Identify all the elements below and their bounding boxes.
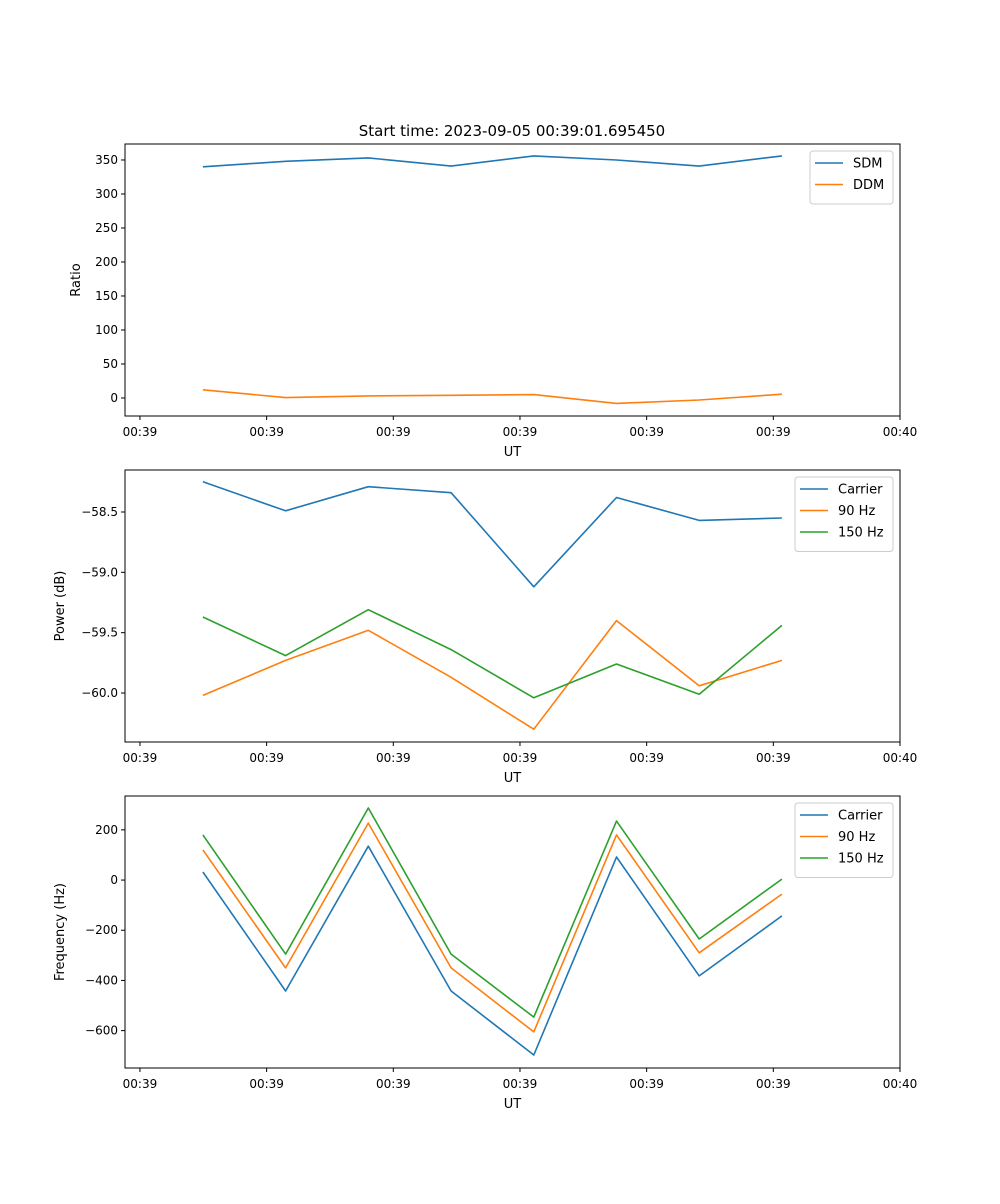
x-tick-label: 00:39 bbox=[249, 751, 284, 765]
y-tick-label: −400 bbox=[85, 973, 118, 987]
legend: Carrier 90 Hz 150 Hz bbox=[795, 803, 893, 878]
legend-label: DDM bbox=[853, 178, 884, 193]
series-line-90-hz bbox=[203, 621, 782, 730]
x-tick-label: 00:39 bbox=[123, 1077, 158, 1091]
series-line-150-hz bbox=[203, 610, 782, 698]
x-tick-label: 00:39 bbox=[249, 425, 284, 439]
legend: Carrier 90 Hz 150 Hz bbox=[795, 477, 893, 552]
series-line-150-hz bbox=[203, 808, 782, 1017]
x-tick-label: 00:39 bbox=[629, 1077, 664, 1091]
x-tick-label: 00:39 bbox=[376, 1077, 411, 1091]
legend-label: Carrier bbox=[838, 809, 883, 824]
axes-frame bbox=[125, 470, 900, 742]
legend-label: 90 Hz bbox=[838, 830, 875, 845]
x-tick-label: 00:40 bbox=[883, 425, 918, 439]
y-axis-label: Frequency (Hz) bbox=[53, 883, 68, 981]
y-tick-label: −600 bbox=[85, 1024, 118, 1038]
x-tick-label: 00:39 bbox=[503, 751, 538, 765]
x-tick-label: 00:39 bbox=[756, 425, 791, 439]
y-tick-label: −59.5 bbox=[81, 626, 118, 640]
x-tick-label: 00:40 bbox=[883, 1077, 918, 1091]
legend-label: 150 Hz bbox=[838, 526, 884, 541]
series-line-ddm bbox=[203, 390, 782, 404]
legend-label: SDM bbox=[853, 157, 882, 172]
x-tick-label: 00:39 bbox=[249, 1077, 284, 1091]
y-tick-label: 100 bbox=[95, 323, 118, 337]
x-tick-label: 00:39 bbox=[376, 425, 411, 439]
y-tick-label: 50 bbox=[103, 357, 118, 371]
x-axis-label: UT bbox=[504, 445, 522, 460]
x-tick-label: 00:39 bbox=[376, 751, 411, 765]
axes-frame bbox=[125, 796, 900, 1068]
series-line-carrier bbox=[203, 846, 782, 1055]
y-tick-label: 250 bbox=[95, 221, 118, 235]
axes-frame bbox=[125, 144, 900, 416]
y-tick-label: 200 bbox=[95, 823, 118, 837]
subplot-2: 00:39 00:39 00:39 00:39 00:39 00:39 00:40 −60.0… bbox=[53, 470, 917, 786]
y-tick-label: 300 bbox=[95, 187, 118, 201]
x-axis-label: UT bbox=[504, 771, 522, 786]
x-tick-label: 00:39 bbox=[756, 1077, 791, 1091]
x-tick-label: 00:39 bbox=[123, 751, 158, 765]
x-tick-label: 00:39 bbox=[756, 751, 791, 765]
x-tick-label: 00:39 bbox=[503, 425, 538, 439]
x-tick-label: 00:40 bbox=[883, 751, 918, 765]
figure-title: Start time: 2023-09-05 00:39:01.695450 bbox=[359, 122, 665, 140]
series-line-carrier bbox=[203, 482, 782, 587]
legend-label: 90 Hz bbox=[838, 504, 875, 519]
y-axis-label: Ratio bbox=[69, 263, 84, 296]
x-tick-label: 00:39 bbox=[503, 1077, 538, 1091]
legend-label: Carrier bbox=[838, 483, 883, 498]
y-tick-label: 0 bbox=[110, 391, 118, 405]
subplot-1: 00:39 00:39 00:39 00:39 00:39 00:39 00:40 0 50 10… bbox=[69, 144, 917, 460]
y-tick-label: 150 bbox=[95, 289, 118, 303]
y-tick-label: −58.5 bbox=[81, 505, 118, 519]
series-line-90-hz bbox=[203, 823, 782, 1032]
legend: SDM DDM bbox=[810, 151, 893, 204]
series-line-sdm bbox=[203, 156, 782, 167]
x-tick-label: 00:39 bbox=[629, 751, 664, 765]
x-tick-label: 00:39 bbox=[123, 425, 158, 439]
y-axis-label: Power (dB) bbox=[53, 571, 68, 642]
y-tick-label: −60.0 bbox=[81, 686, 118, 700]
y-tick-label: −59.0 bbox=[81, 565, 118, 579]
legend-label: 150 Hz bbox=[838, 852, 884, 867]
subplot-3: 00:39 00:39 00:39 00:39 00:39 00:39 00:40 −600 −… bbox=[53, 796, 917, 1112]
y-tick-label: 350 bbox=[95, 153, 118, 167]
x-tick-label: 00:39 bbox=[629, 425, 664, 439]
y-tick-label: −200 bbox=[85, 923, 118, 937]
x-axis-label: UT bbox=[504, 1097, 522, 1112]
y-tick-label: 200 bbox=[95, 255, 118, 269]
y-tick-label: 0 bbox=[110, 873, 118, 887]
